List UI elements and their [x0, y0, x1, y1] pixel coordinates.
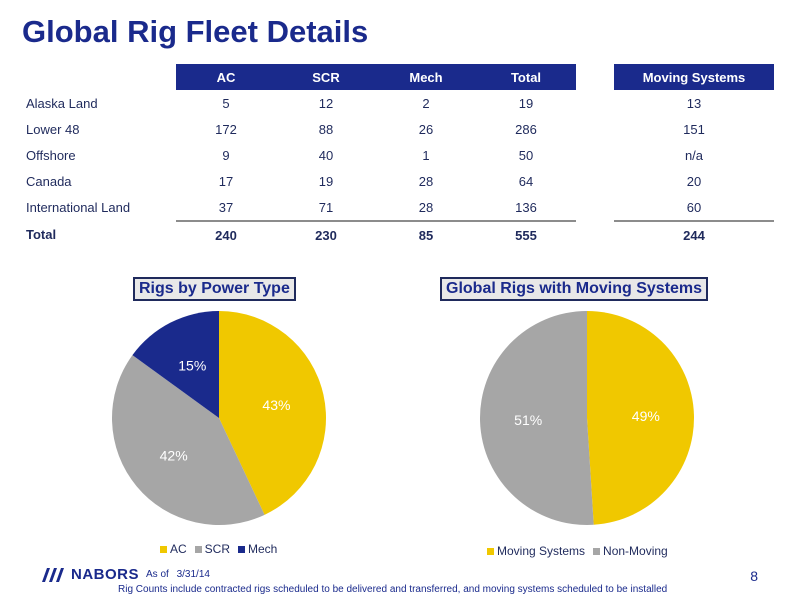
legend-item-non-moving: Non-Moving: [593, 544, 668, 558]
page-number: 8: [750, 568, 758, 584]
cell-moving: 20: [686, 173, 702, 189]
cell-total: 136: [476, 194, 576, 222]
cell-scr: 12: [318, 95, 334, 111]
table-row: Offshore 9 40 1 50 n/a: [22, 142, 774, 168]
pie-slice-mech: [132, 311, 219, 418]
pie-slice-scr: [111, 355, 265, 525]
legend-swatch: [487, 548, 494, 556]
cell-total: 64: [518, 173, 534, 189]
moving-systems-legend: Moving Systems Non-Moving: [487, 544, 676, 558]
cell-total: 19: [518, 95, 534, 111]
rig-fleet-table: AC SCR Mech Total Moving Systems Alaska …: [22, 64, 774, 248]
total-total: 555: [515, 227, 537, 243]
row-label: Lower 48: [26, 121, 80, 137]
cell-mech: 1: [422, 147, 430, 163]
moving-systems-pie-chart: 49% 51%: [479, 311, 694, 525]
as-of-label: As of: [146, 569, 169, 580]
legend-label: Mech: [248, 542, 278, 556]
page-title: Global Rig Fleet Details: [22, 14, 369, 49]
row-label: Canada: [26, 173, 72, 189]
total-moving: 244: [683, 227, 705, 243]
row-label: International Land: [26, 200, 131, 215]
footnote: Rig Counts include contracted rigs sched…: [118, 584, 668, 595]
as-of-value: 3/31/14: [176, 569, 210, 580]
legend-swatch: [593, 548, 601, 556]
cell-scr: 40: [318, 147, 334, 163]
legend-label: AC: [170, 542, 187, 556]
cell-moving: 151: [683, 121, 705, 137]
moving-systems-chart-title: Global Rigs with Moving Systems: [440, 277, 709, 301]
power-type-pie-chart: 43% 42% 15%: [111, 311, 326, 525]
cell-mech: 28: [418, 173, 434, 189]
pie-label-ac: 43%: [262, 397, 290, 413]
cell-mech: 28: [376, 194, 476, 222]
table-row: Lower 48 172 88 26 286 151: [22, 116, 774, 142]
legend-item-scr: SCR: [194, 542, 231, 556]
pie-label-scr: 42%: [160, 448, 188, 464]
cell-moving: n/a: [684, 147, 704, 163]
table-header-row: AC SCR Mech Total Moving Systems: [22, 64, 774, 90]
table-total-row: Total 240 230 85 555 244: [22, 221, 774, 248]
header-total: Total: [476, 64, 576, 90]
nabors-stripes-icon: [42, 567, 64, 582]
pie-label-non-moving: 51%: [514, 412, 542, 428]
row-label: Offshore: [26, 147, 76, 163]
table-row: International Land 37 71 28 136 60: [22, 194, 774, 222]
header-moving-systems: Moving Systems: [614, 64, 774, 90]
cell-mech: 2: [422, 95, 430, 111]
legend-swatch: [194, 546, 202, 554]
legend-label: Non-Moving: [603, 544, 668, 558]
pie-slice-moving-systems: [587, 311, 694, 525]
legend-label: Moving Systems: [497, 544, 586, 558]
header-mech: Mech: [376, 64, 476, 90]
total-ac: 240: [215, 227, 237, 243]
power-type-chart-title: Rigs by Power Type: [133, 277, 296, 301]
cell-scr: 19: [318, 173, 334, 189]
row-label: Alaska Land: [26, 95, 98, 111]
cell-ac: 17: [218, 173, 234, 189]
pie-label-moving-systems: 49%: [632, 408, 660, 424]
pie-label-mech: 15%: [178, 358, 206, 374]
legend-item-ac: AC: [160, 542, 187, 556]
power-type-legend: AC SCR Mech: [160, 542, 285, 556]
legend-label: SCR: [204, 542, 231, 556]
header-ac: AC: [176, 64, 276, 90]
header-scr: SCR: [276, 64, 376, 90]
logo-text: NABORS: [71, 566, 140, 583]
legend-swatch: [160, 546, 167, 554]
cell-total: 50: [518, 147, 534, 163]
total-mech: 85: [418, 227, 434, 243]
pie-slice-non-moving: [479, 311, 594, 525]
cell-ac: 9: [222, 147, 230, 163]
cell-ac: 172: [215, 121, 237, 137]
legend-item-mech: Mech: [238, 542, 277, 556]
table-row: Canada 17 19 28 64 20: [22, 168, 774, 194]
legend-swatch: [238, 546, 246, 554]
cell-moving: 13: [686, 95, 702, 111]
nabors-logo: NABORS: [40, 566, 139, 583]
total-scr: 230: [315, 227, 337, 243]
pie-slice-ac: [219, 311, 326, 515]
legend-item-moving-systems: Moving Systems: [487, 544, 585, 558]
cell-mech: 26: [418, 121, 434, 137]
cell-moving: 60: [614, 194, 774, 222]
cell-total: 286: [515, 121, 537, 137]
total-label: Total: [26, 227, 57, 242]
as-of-date: As of 3/31/14: [146, 569, 210, 580]
cell-scr: 71: [276, 194, 376, 222]
cell-ac: 37: [176, 194, 276, 222]
cell-scr: 88: [318, 121, 334, 137]
cell-ac: 5: [222, 95, 230, 111]
table-row: Alaska Land 5 12 2 19 13: [22, 90, 774, 116]
